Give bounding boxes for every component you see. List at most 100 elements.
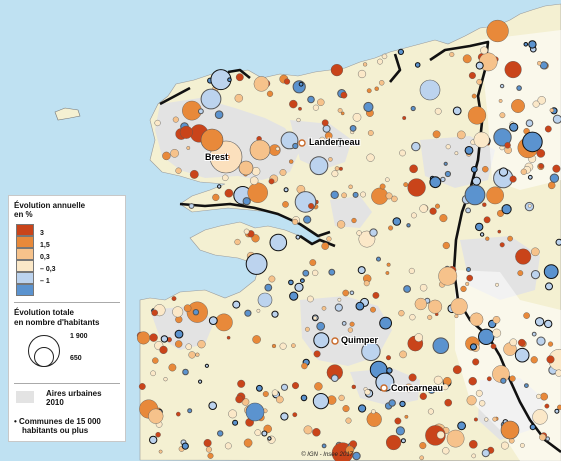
commune-dot [224,188,234,198]
commune-dot [208,316,218,326]
commune-dot [247,182,268,203]
commune-dot [342,405,350,413]
commune-dot [404,383,414,393]
commune-dot [308,202,315,209]
city-label-landerneau: Landerneau [309,137,361,147]
commune-dot [439,214,448,223]
brest-marker[interactable] [222,153,230,161]
commune-dot [192,309,200,316]
commune-dot [189,169,199,179]
commune-dot [215,313,233,332]
concarneau-marker[interactable] [380,384,388,392]
commune-dot [386,355,392,361]
swatch-class-2 [16,236,34,249]
commune-dot [377,58,383,65]
evolution-title-line1: Évolution annuelle [14,201,86,210]
commune-dot [369,228,378,237]
urban-label-line1: Aires urbaines [46,388,102,398]
commune-dot [482,202,487,207]
commune-dot [283,78,291,85]
commune-dot [419,455,425,461]
city-markers [222,139,388,392]
commune-dot [348,184,353,190]
map-legend: Évolution annuelle en % 3 1,5 0,3 – 0,3 … [8,195,126,443]
commune-dot [256,308,261,313]
commune-dot [271,343,277,349]
commune-dot [309,156,329,176]
commune-dot [522,131,543,153]
commune-dot [409,314,416,321]
commune-dot [282,201,289,208]
commune-dot [321,242,330,250]
commune-dot [499,83,505,89]
commune-dot [372,291,380,299]
commune-dot [253,76,270,92]
commune-dot [185,343,192,350]
commune-dot [363,62,368,67]
commune-dot [197,340,206,349]
commune-dot [335,138,344,147]
commune-symbols [136,19,561,461]
commune-dot [492,416,498,422]
commune-dot [432,337,450,355]
commune-dot [427,408,434,415]
commune-dot [388,399,396,407]
commune-dot [478,328,495,345]
class-label-3: 0,3 [40,254,50,262]
class-label-1: 3 [40,230,44,238]
commune-dot [312,269,319,277]
commune-dot [449,52,455,58]
commune-dot [204,363,209,368]
commune-dot [245,253,268,275]
commune-dot [149,435,158,445]
commune-dot [432,130,441,139]
commune-dot [262,391,269,398]
commune-dot [186,146,191,150]
commune-dot [303,215,312,224]
city-label-concarneau: Concarneau [391,383,444,393]
commune-dot [479,400,486,407]
commune-dot [528,40,537,49]
commune-dot [249,176,259,185]
commune-dot [244,309,252,317]
commune-dot [469,312,484,327]
commune-dot [356,230,362,236]
commune-dot [363,101,374,113]
commune-dot [171,296,177,301]
city-label-brest: Brest [205,152,229,162]
commune-dot [331,374,339,383]
commune-dot [516,85,522,91]
commune-dot [452,365,462,375]
commune-dot [214,110,224,119]
commune-dot [440,176,446,183]
commune-dot [313,332,330,349]
landerneau-marker[interactable] [298,139,306,147]
commune-dot [200,88,222,110]
commune-dot [304,326,310,332]
commune-dot [251,234,260,243]
commune-dot [399,350,407,359]
commune-dot [500,441,509,450]
commune-dot [425,425,446,446]
commune-dot [351,384,356,390]
source-credit: © IGN - Insee 2017 [301,452,353,458]
commune-dot [275,395,284,404]
commune-dot [427,386,436,394]
commune-dot [507,235,513,242]
commune-dot [207,452,214,459]
commune-dot [345,417,352,424]
commune-dot [495,282,499,287]
quimper-marker[interactable] [331,337,339,345]
commune-dot [234,93,244,103]
commune-dot [466,267,471,272]
commune-dot [314,382,323,391]
commune-dot [536,393,542,399]
urban-swatch [16,390,34,403]
commune-dot [279,342,287,350]
commune-dot [198,379,203,384]
commune-dot [179,125,193,139]
commune-dot [330,190,339,200]
commune-dot [188,351,196,359]
commune-dot [269,233,288,252]
